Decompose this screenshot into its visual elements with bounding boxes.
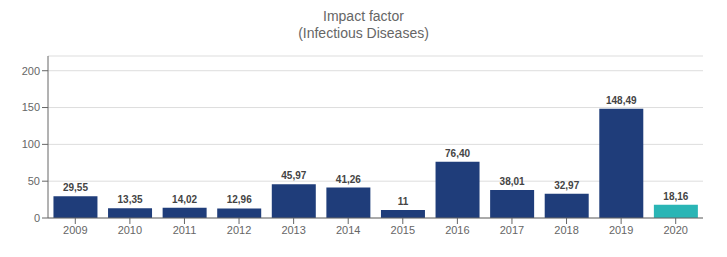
svg-text:45,97: 45,97 xyxy=(281,170,306,181)
svg-text:2020: 2020 xyxy=(663,224,687,236)
svg-text:14,02: 14,02 xyxy=(172,194,197,205)
svg-text:29,55: 29,55 xyxy=(63,182,88,193)
svg-text:38,01: 38,01 xyxy=(500,176,525,187)
svg-text:41,26: 41,26 xyxy=(336,174,361,185)
svg-text:2013: 2013 xyxy=(281,224,305,236)
svg-text:150: 150 xyxy=(22,101,40,113)
svg-text:13,35: 13,35 xyxy=(118,194,143,205)
svg-text:2015: 2015 xyxy=(391,224,415,236)
svg-text:50: 50 xyxy=(28,175,40,187)
svg-text:2009: 2009 xyxy=(63,224,87,236)
svg-text:100: 100 xyxy=(22,138,40,150)
svg-text:2019: 2019 xyxy=(609,224,633,236)
svg-text:2018: 2018 xyxy=(554,224,578,236)
svg-text:32,97: 32,97 xyxy=(554,180,579,191)
svg-text:200: 200 xyxy=(22,65,40,77)
svg-text:148,49: 148,49 xyxy=(606,95,637,106)
svg-text:2014: 2014 xyxy=(336,224,360,236)
html-text:(Infectious Diseases): (Infectious Diseases) xyxy=(298,25,429,41)
svg-text:2012: 2012 xyxy=(227,224,251,236)
svg-text:11: 11 xyxy=(398,196,409,207)
svg-text:2010: 2010 xyxy=(118,224,142,236)
html-text:Impact factor: Impact factor xyxy=(323,8,404,24)
svg-text:2011: 2011 xyxy=(173,224,197,236)
svg-text:2017: 2017 xyxy=(500,224,524,236)
svg-text:76,40: 76,40 xyxy=(445,148,470,159)
svg-text:12,96: 12,96 xyxy=(227,194,252,205)
svg-text:2016: 2016 xyxy=(445,224,469,236)
svg-text:0: 0 xyxy=(34,212,40,224)
svg-text:18,16: 18,16 xyxy=(663,191,688,202)
